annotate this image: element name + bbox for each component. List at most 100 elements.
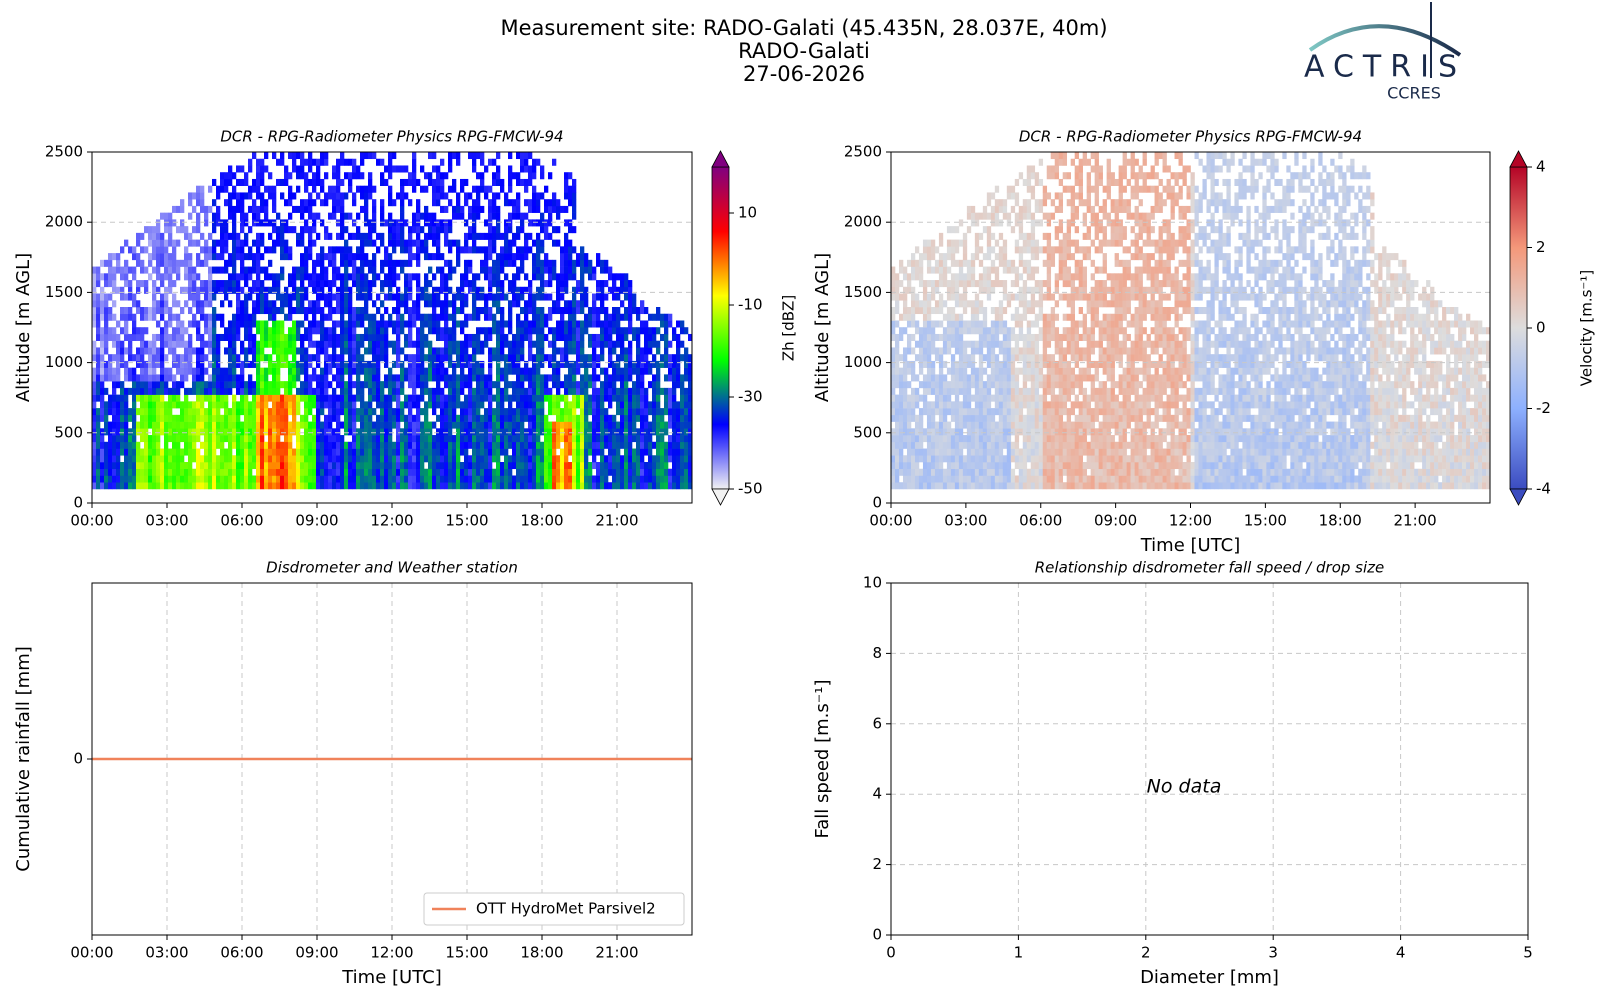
radar-pixel [340, 192, 345, 200]
radar-pixel [288, 253, 293, 261]
radar-pixel [532, 300, 537, 308]
radar-pixel [344, 387, 349, 395]
radar-pixel [656, 307, 661, 315]
radar-pixel [524, 441, 529, 449]
radar-pixel [352, 165, 357, 173]
radar-pixel [264, 333, 269, 341]
radar-pixel [192, 414, 197, 422]
radar-pixel [292, 367, 297, 375]
radar-pixel [516, 468, 521, 476]
radar-pixel [224, 239, 229, 247]
radar-pixel [640, 421, 645, 429]
radar-pixel [612, 347, 617, 355]
radar-pixel [368, 401, 373, 409]
radar-pixel [588, 475, 593, 483]
radar-pixel [224, 468, 229, 476]
radar-pixel [324, 468, 329, 476]
radar-pixel [184, 286, 189, 294]
radar-pixel [512, 205, 517, 213]
radar-pixel [580, 259, 585, 267]
radar-pixel [348, 401, 353, 409]
radar-pixel [476, 327, 481, 335]
radar-pixel [556, 360, 561, 368]
radar-pixel [364, 462, 369, 470]
radar-pixel [284, 441, 289, 449]
radar-pixel [556, 199, 561, 207]
radar-pixel [480, 428, 485, 436]
radar-pixel [464, 482, 469, 490]
radar-pixel [620, 394, 625, 402]
radar-pixel [336, 286, 341, 294]
radar-pixel [188, 293, 193, 301]
radar-pixel [368, 347, 373, 355]
radar-pixel [560, 307, 565, 315]
radar-pixel [100, 414, 105, 422]
radar-pixel [272, 313, 277, 321]
radar-pixel [276, 367, 281, 375]
radar-pixel [456, 212, 461, 220]
radar-pixel [656, 441, 661, 449]
radar-pixel [684, 327, 689, 335]
radar-pixel [432, 313, 437, 321]
radar-pixel [128, 354, 133, 362]
radar-pixel [480, 327, 485, 335]
radar-pixel [132, 246, 137, 254]
radar-pixel [568, 475, 573, 483]
radar-pixel [96, 381, 101, 389]
radar-pixel [552, 205, 557, 213]
radar-pixel [148, 226, 153, 234]
radar-pixel [592, 354, 597, 362]
radar-pixel [316, 327, 321, 335]
radar-pixel [384, 253, 389, 261]
radar-pixel [360, 428, 365, 436]
radar-pixel [332, 199, 337, 207]
radar-pixel [516, 152, 521, 160]
radar-pixel [388, 199, 393, 207]
radar-pixel [192, 435, 197, 443]
radar-pixel [372, 448, 377, 456]
radar-pixel [504, 219, 509, 227]
radar-pixel [312, 468, 317, 476]
radar-pixel [496, 307, 501, 315]
radar-pixel [616, 455, 621, 463]
radar-pixel [504, 293, 509, 301]
radar-pixel [360, 414, 365, 422]
radar-pixel [268, 307, 273, 315]
radar-pixel [116, 286, 121, 294]
radar-pixel [304, 273, 309, 281]
radar-pixel [500, 374, 505, 382]
radar-pixel [572, 394, 577, 402]
radar-pixel [532, 185, 537, 193]
radar-pixel [168, 307, 173, 315]
radar-pixel [108, 333, 113, 341]
radar-pixel [304, 259, 309, 267]
radar-pixel [360, 455, 365, 463]
radar-pixel [460, 246, 465, 254]
radar-pixel [632, 468, 637, 476]
radar-pixel [460, 448, 465, 456]
radar-pixel [628, 468, 633, 476]
radar-pixel [168, 320, 173, 328]
radar-pixel [528, 172, 533, 180]
radar-pixel [444, 333, 449, 341]
radar-pixel [240, 374, 245, 382]
radar-pixel [616, 307, 621, 315]
radar-pixel [584, 313, 589, 321]
radar-pixel [656, 414, 661, 422]
radar-pixel [324, 273, 329, 281]
radar-pixel [484, 475, 489, 483]
radar-pixel [316, 414, 321, 422]
radar-pixel [380, 475, 385, 483]
radar-pixel [160, 482, 165, 490]
radar-pixel [600, 394, 605, 402]
radar-pixel [440, 307, 445, 315]
radar-pixel [364, 185, 369, 193]
radar-pixel [548, 212, 553, 220]
radar-pixel [200, 286, 205, 294]
radar-pixel [464, 259, 469, 267]
radar-pixel [152, 226, 157, 234]
radar-pixel [396, 374, 401, 382]
radar-pixel [368, 192, 373, 200]
radar-pixel [176, 421, 181, 429]
radar-pixel [496, 172, 501, 180]
